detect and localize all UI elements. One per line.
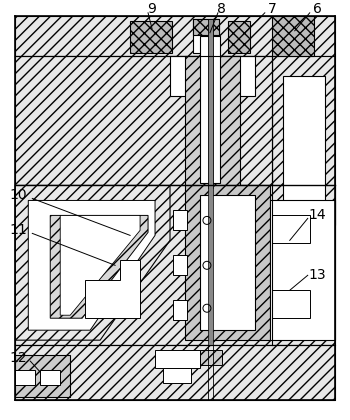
Bar bbox=[173, 255, 187, 275]
Bar bbox=[193, 19, 219, 53]
Bar bbox=[15, 56, 272, 186]
Bar bbox=[15, 345, 335, 400]
Text: 8: 8 bbox=[217, 2, 226, 16]
Bar bbox=[208, 19, 213, 189]
Bar bbox=[163, 368, 191, 383]
Polygon shape bbox=[60, 215, 140, 315]
Bar bbox=[272, 290, 310, 318]
Bar bbox=[40, 370, 60, 385]
Bar bbox=[15, 16, 335, 56]
Polygon shape bbox=[28, 200, 155, 330]
Bar bbox=[15, 186, 335, 345]
Polygon shape bbox=[15, 186, 170, 340]
Bar bbox=[15, 370, 35, 385]
Bar bbox=[130, 21, 172, 53]
Text: 10: 10 bbox=[9, 189, 27, 202]
Bar bbox=[185, 56, 240, 186]
Bar bbox=[283, 76, 325, 215]
Bar bbox=[173, 300, 187, 320]
Bar bbox=[270, 200, 335, 340]
Polygon shape bbox=[85, 260, 140, 318]
Text: 6: 6 bbox=[313, 2, 322, 16]
Text: 7: 7 bbox=[267, 2, 276, 16]
Text: 9: 9 bbox=[148, 2, 156, 16]
Bar bbox=[173, 210, 187, 231]
Text: 11: 11 bbox=[9, 223, 27, 237]
Polygon shape bbox=[50, 215, 148, 318]
Bar bbox=[155, 350, 200, 368]
Bar bbox=[272, 16, 314, 56]
Bar bbox=[228, 21, 250, 53]
Bar bbox=[170, 56, 255, 96]
Bar bbox=[185, 186, 270, 340]
Bar bbox=[193, 19, 219, 35]
Text: 14: 14 bbox=[309, 208, 327, 223]
Text: 12: 12 bbox=[9, 351, 27, 365]
Bar bbox=[200, 350, 222, 365]
Bar bbox=[200, 36, 220, 184]
Bar bbox=[200, 195, 255, 330]
Bar bbox=[272, 215, 310, 243]
Bar bbox=[208, 186, 213, 345]
Bar bbox=[15, 355, 70, 397]
Bar bbox=[272, 56, 335, 226]
Text: 13: 13 bbox=[309, 268, 327, 282]
